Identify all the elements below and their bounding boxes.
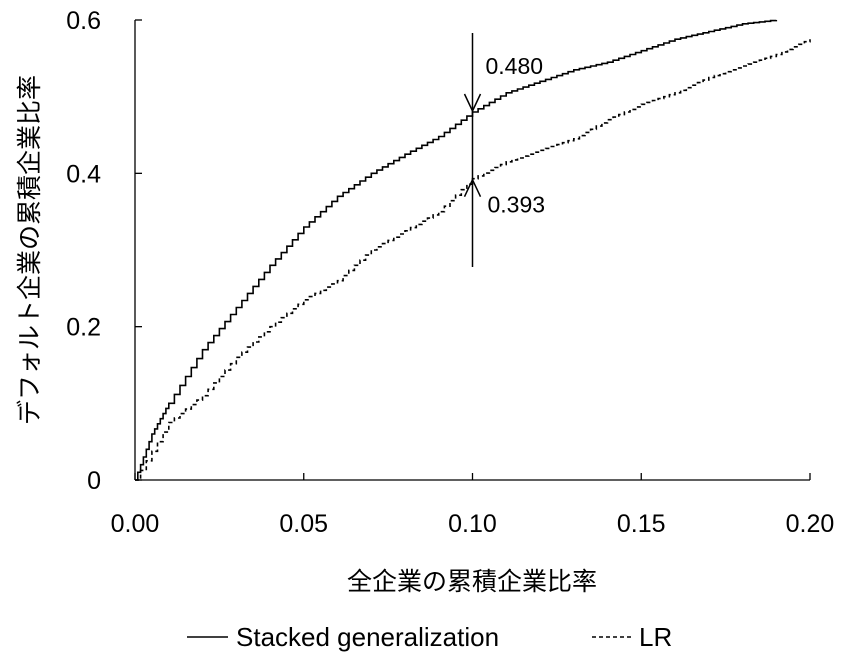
x-axis-label: 全企業の累積企業比率 <box>347 567 597 596</box>
annotation-label: 0.480 <box>486 53 544 79</box>
legend: Stacked generalization LR <box>187 622 672 652</box>
x-tick-label: 0.10 <box>448 510 497 538</box>
tick-labels: 0.00 0.05 0.10 0.15 0.20 0 0.2 0.4 0.6 <box>66 7 834 538</box>
y-tick-label: 0.6 <box>66 7 101 35</box>
y-tick-label: 0.2 <box>66 314 101 342</box>
series-line-stacked <box>135 19 778 481</box>
annotation-arrow-down <box>463 93 482 113</box>
y-axis-label: デフォルト企業の累積企業比率 <box>15 75 44 425</box>
x-tick-label: 0.00 <box>111 510 160 538</box>
tick-marks <box>134 19 811 481</box>
x-tick-label: 0.20 <box>786 510 835 538</box>
y-tick-label: 0 <box>87 467 101 495</box>
annotation-arrow-up <box>463 177 482 198</box>
annotation-label: 0.393 <box>488 192 546 218</box>
legend-label-lr: LR <box>639 622 672 652</box>
y-tick-label: 0.4 <box>66 160 101 188</box>
legend-label-stacked: Stacked generalization <box>236 622 499 652</box>
x-tick-label: 0.15 <box>617 510 666 538</box>
x-tick-label: 0.05 <box>279 510 328 538</box>
annotations: 0.480 0.393 <box>463 33 546 267</box>
